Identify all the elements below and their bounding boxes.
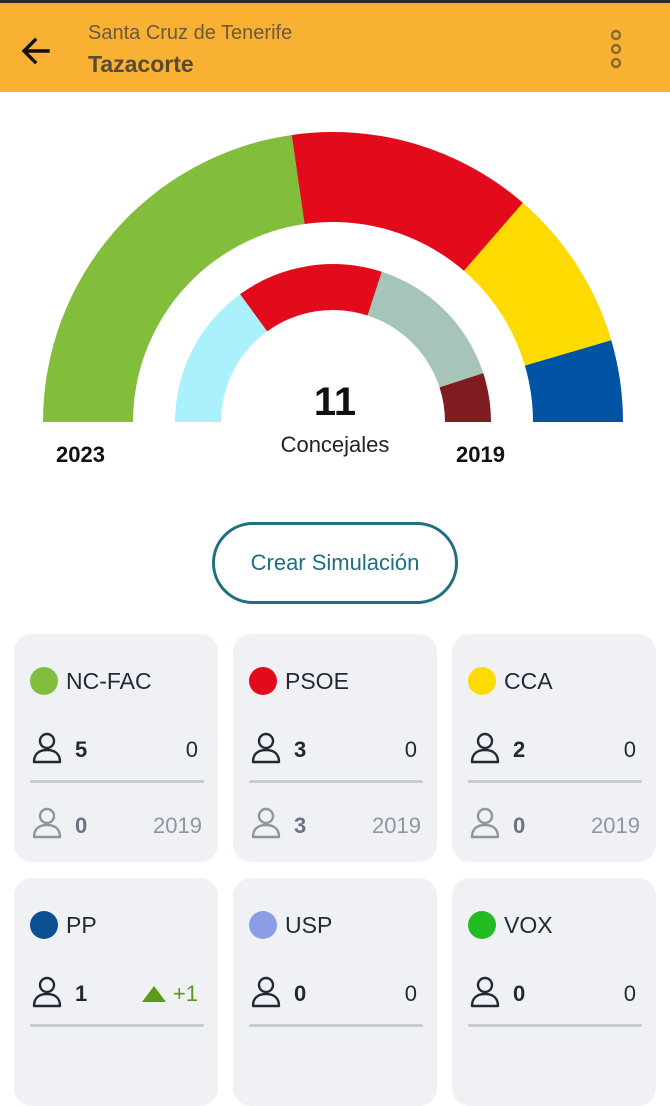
province-name: Santa Cruz de Tenerife	[88, 22, 293, 44]
app-header: Santa Cruz de Tenerife Tazacorte	[0, 0, 670, 92]
party-color-dot	[249, 911, 277, 939]
previous-year: 2019	[153, 813, 202, 838]
seats-2023: 5	[75, 737, 88, 762]
previous-year: 2019	[372, 813, 421, 838]
inner-ring-segment-2	[367, 271, 484, 388]
seats-change: 0	[185, 737, 198, 762]
outer-ring-segment-1	[291, 132, 523, 271]
divider	[30, 1024, 204, 1027]
person-icon	[470, 807, 500, 839]
party-card[interactable]: USP 0 0	[233, 878, 437, 1106]
divider	[468, 1024, 642, 1027]
person-icon	[251, 976, 281, 1008]
divider	[30, 780, 204, 783]
party-color-dot	[468, 667, 496, 695]
party-color-dot	[30, 911, 58, 939]
party-card[interactable]: PP 1 +1	[14, 878, 218, 1106]
seats-2023: 0	[294, 981, 307, 1006]
party-name: VOX	[504, 912, 553, 938]
party-name: PP	[66, 912, 97, 938]
divider	[468, 780, 642, 783]
party-color-dot	[249, 667, 277, 695]
inner-ring-segment-0	[175, 294, 268, 422]
outer-ring-segment-2	[463, 202, 612, 366]
person-icon	[251, 807, 281, 839]
seats-chart	[43, 132, 623, 422]
party-name: CCA	[504, 668, 553, 694]
person-icon	[32, 732, 62, 764]
divider	[249, 780, 423, 783]
seats-2019: 3	[294, 813, 307, 838]
person-icon	[32, 807, 62, 839]
create-simulation-button[interactable]: Crear Simulación	[212, 522, 458, 604]
inner-ring-segment-1	[240, 264, 382, 332]
party-card[interactable]: VOX 0 0	[452, 878, 656, 1106]
seats-2019: 0	[513, 813, 526, 838]
party-color-dot	[468, 911, 496, 939]
previous-year: 2019	[591, 813, 640, 838]
seats-2023: 2	[513, 737, 526, 762]
seats-change: +1	[172, 981, 198, 1006]
seats-2019: 0	[75, 813, 88, 838]
seats-2023: 3	[294, 737, 307, 762]
outer-ring-2023	[43, 132, 623, 422]
more-options-button[interactable]	[598, 27, 634, 75]
outer-ring-segment-3	[524, 340, 623, 422]
inner-ring-segment-3	[439, 373, 491, 422]
party-name: USP	[285, 912, 333, 938]
seats-2023: 1	[75, 981, 88, 1006]
inner-year-label: 2019	[456, 442, 505, 467]
municipality-name: Tazacorte	[88, 51, 194, 77]
party-card[interactable]: PSOE 3 0 3 2019	[233, 634, 437, 862]
divider	[249, 1024, 423, 1027]
party-card[interactable]: CCA 2 0 0 2019	[452, 634, 656, 862]
outer-year-label: 2023	[56, 442, 105, 467]
party-card[interactable]: NC-FAC 5 0 0 2019	[14, 634, 218, 862]
arrow-left-icon	[21, 37, 50, 65]
outer-ring-segment-0	[43, 134, 305, 422]
party-name: NC-FAC	[66, 668, 152, 694]
total-seats-label: Concejales	[280, 432, 390, 457]
person-icon	[32, 976, 62, 1008]
person-icon	[251, 732, 281, 764]
party-name: PSOE	[285, 668, 349, 694]
triangle-up-icon	[142, 986, 166, 1002]
back-button[interactable]	[16, 31, 56, 71]
seats-change: 0	[623, 981, 636, 1006]
person-icon	[470, 732, 500, 764]
seats-change: 0	[623, 737, 636, 762]
person-icon	[470, 976, 500, 1008]
party-color-dot	[30, 667, 58, 695]
seats-2023: 0	[513, 981, 526, 1006]
total-seats: 11	[313, 380, 357, 424]
more-vertical-icon	[610, 29, 622, 69]
seats-change: 0	[404, 981, 417, 1006]
seats-change: 0	[404, 737, 417, 762]
inner-ring-2019	[175, 264, 491, 422]
